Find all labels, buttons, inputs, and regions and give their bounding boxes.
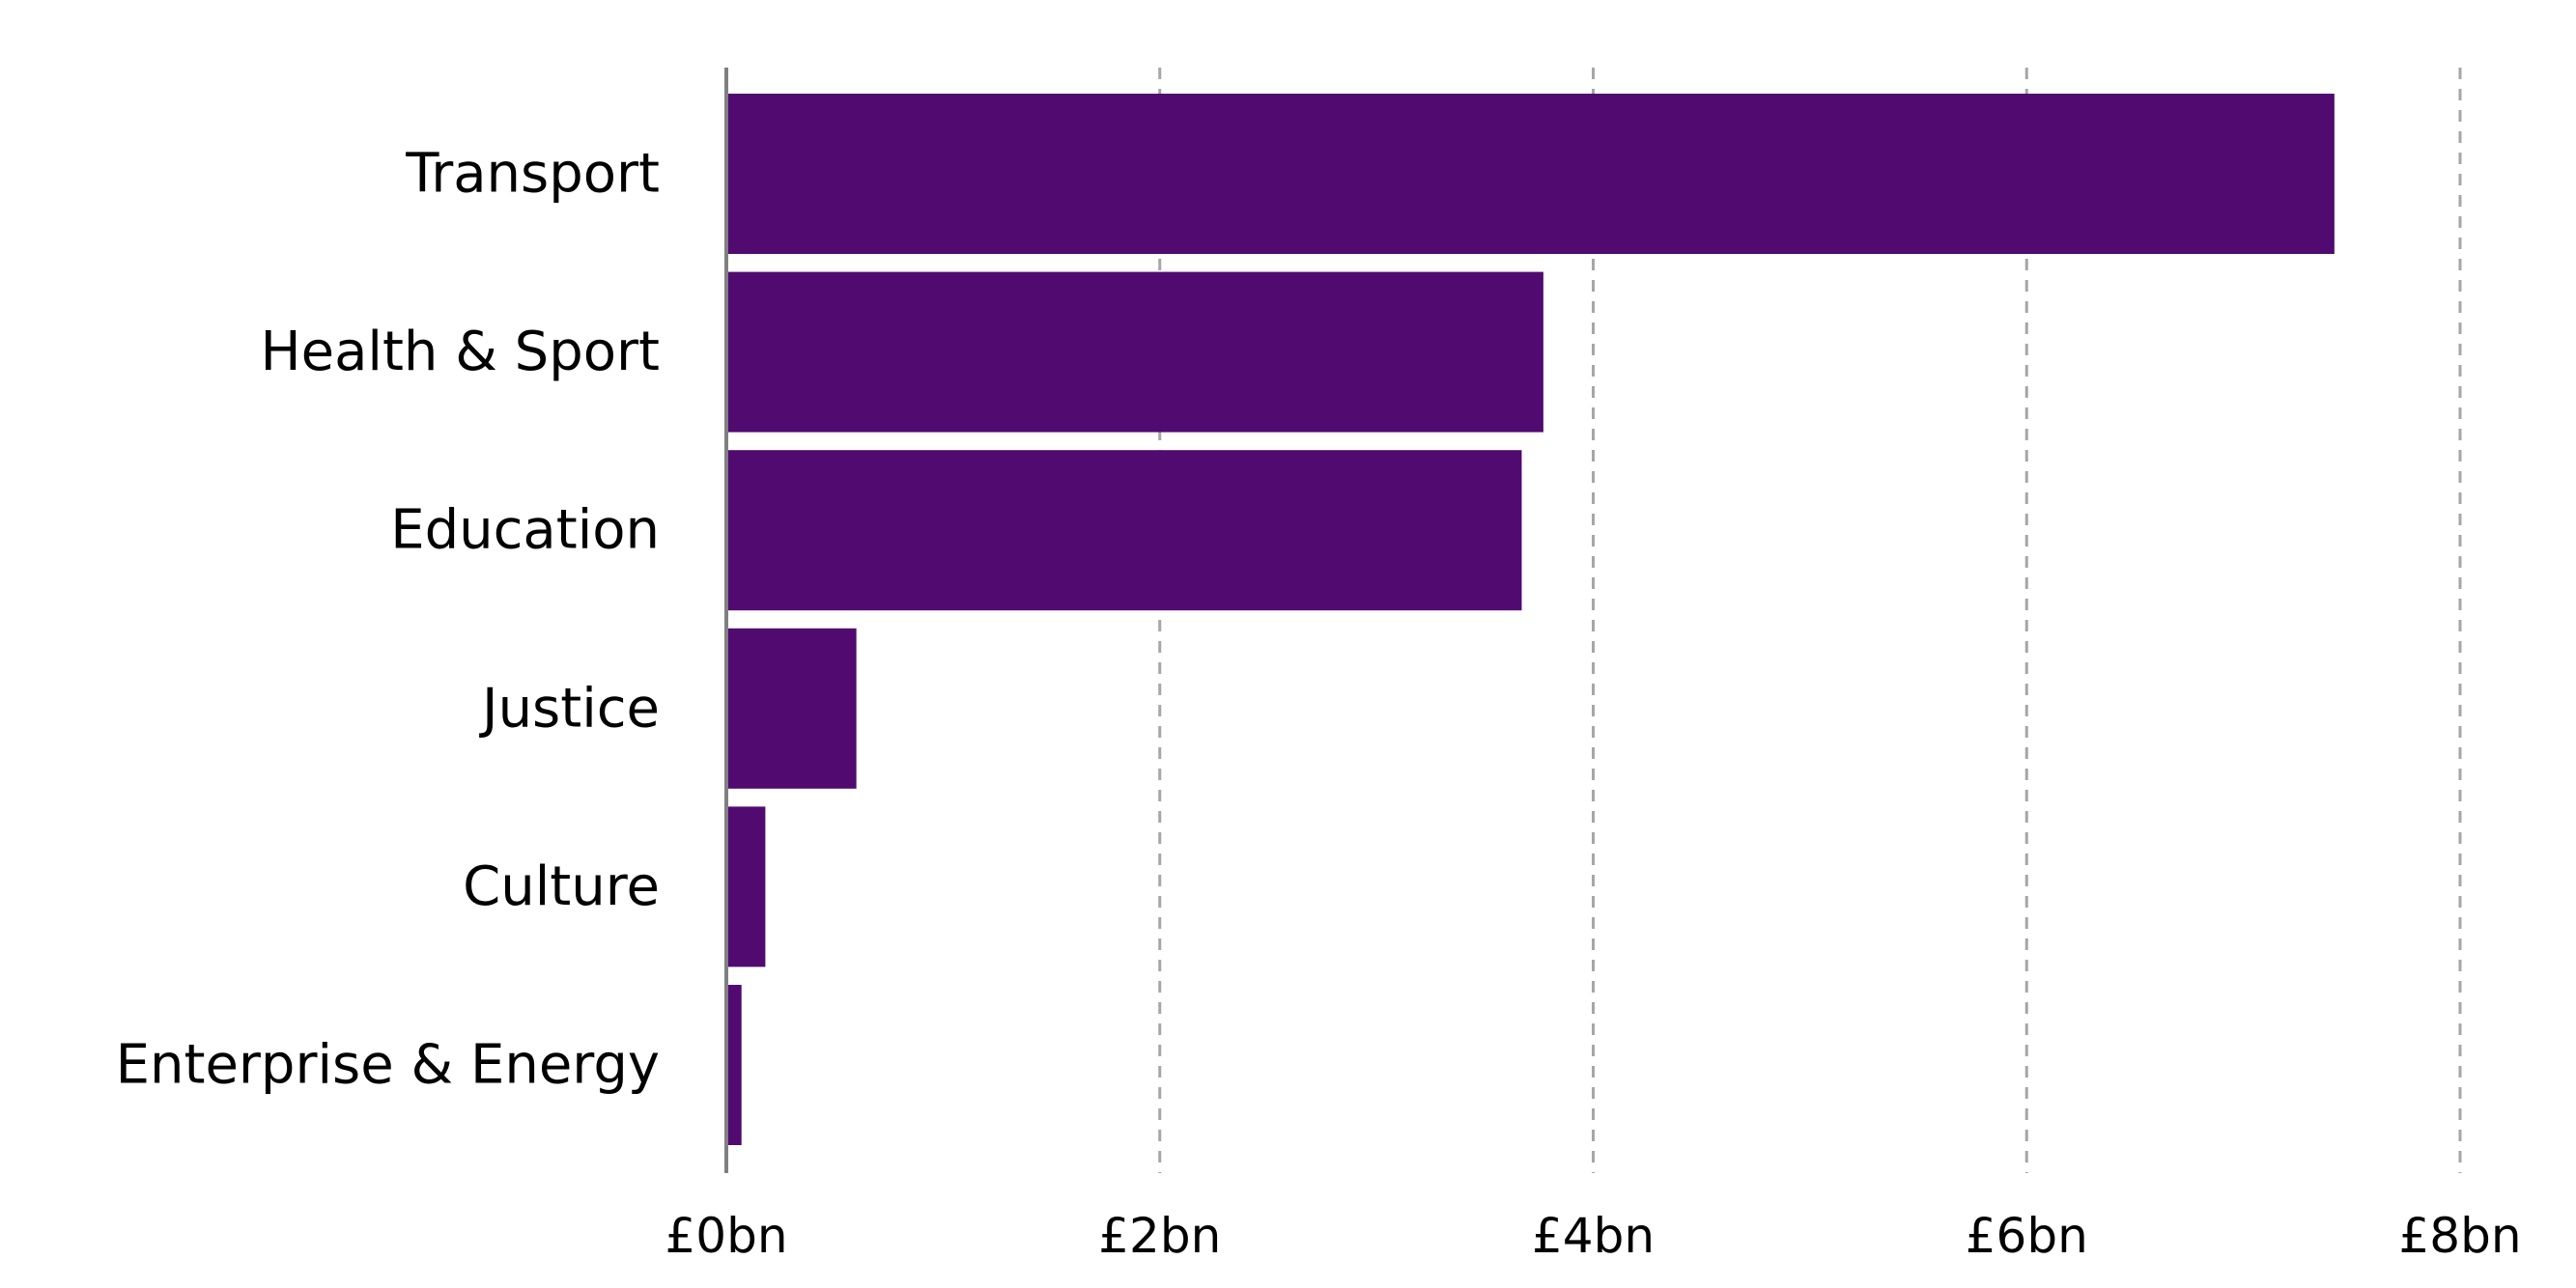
bar xyxy=(726,628,857,789)
x-tick-label: £4bn xyxy=(1532,1208,1655,1264)
x-tick-label: £8bn xyxy=(2398,1208,2521,1264)
category-label: Enterprise & Energy xyxy=(116,1034,660,1097)
category-label: Justice xyxy=(479,677,660,740)
bar xyxy=(726,806,766,967)
bar xyxy=(726,271,1543,433)
bar xyxy=(726,450,1522,611)
x-tick-labels: £0bn £2bn £4bn £6bn £8bn xyxy=(665,1208,2521,1264)
category-label: Transport xyxy=(405,143,660,206)
gridlines xyxy=(1158,68,2462,1173)
category-label: Health & Sport xyxy=(261,321,661,383)
x-tick-label: £2bn xyxy=(1098,1208,1221,1264)
category-label: Education xyxy=(390,499,660,562)
bar xyxy=(726,94,2335,254)
x-tick-label: £0bn xyxy=(665,1208,787,1264)
category-label: Culture xyxy=(463,855,660,918)
bar xyxy=(726,985,742,1145)
category-labels: Transport Health & Sport Education Justice C… xyxy=(116,143,660,1097)
bars xyxy=(726,94,2335,1145)
x-tick-label: £6bn xyxy=(1966,1208,2088,1264)
